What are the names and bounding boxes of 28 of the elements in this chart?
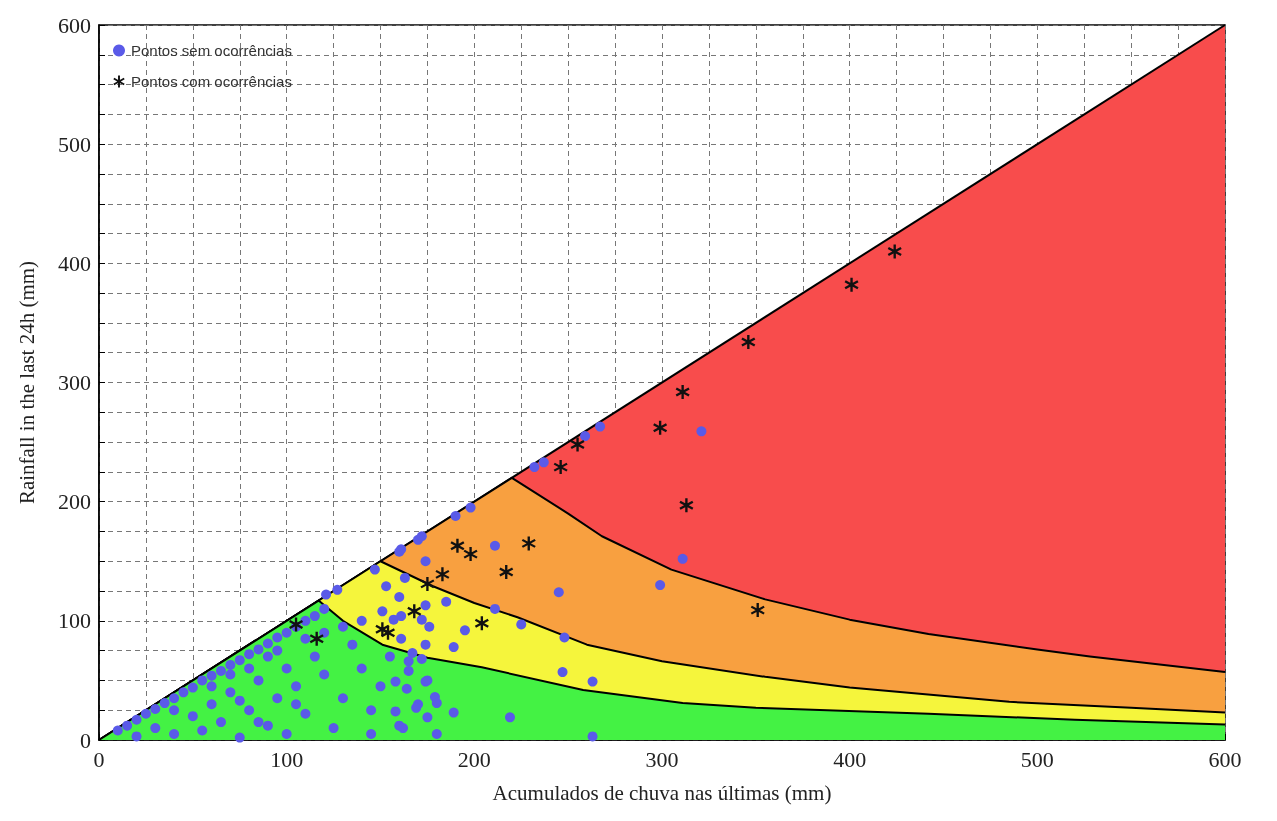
point [570, 437, 585, 452]
y-tick-label: 0 [80, 727, 91, 753]
x-tick-label: 100 [270, 746, 304, 772]
legend-label: Pontos sem ocorrências [131, 42, 292, 59]
y-tick-label: 600 [58, 12, 91, 38]
point [463, 547, 478, 562]
y-tick-label: 100 [58, 608, 91, 634]
x-tick-label: 300 [645, 746, 679, 772]
point [553, 460, 568, 475]
y-axis-title: Rainfall in the last 24h (mm) [14, 260, 39, 505]
point [375, 622, 390, 637]
point [741, 334, 756, 349]
y-tick-label: 500 [58, 131, 91, 157]
y-tick-label: 200 [58, 489, 91, 515]
x-axis-title: Acumulados de chuva nas últimas (mm) [492, 780, 832, 805]
point [675, 385, 690, 400]
point [420, 576, 435, 591]
point [844, 277, 859, 292]
x-tick-label: 400 [833, 746, 867, 772]
point [435, 567, 450, 582]
y-tick-label: 300 [58, 370, 91, 395]
x-tick-label: 500 [1020, 746, 1054, 772]
x-tick-label: 600 [1208, 746, 1242, 772]
legend-label: Pontos com ocorrências [131, 73, 292, 90]
y-tick-label: 400 [58, 250, 91, 276]
x-tick-label: 200 [457, 746, 491, 772]
point [450, 538, 465, 553]
point [679, 498, 694, 513]
